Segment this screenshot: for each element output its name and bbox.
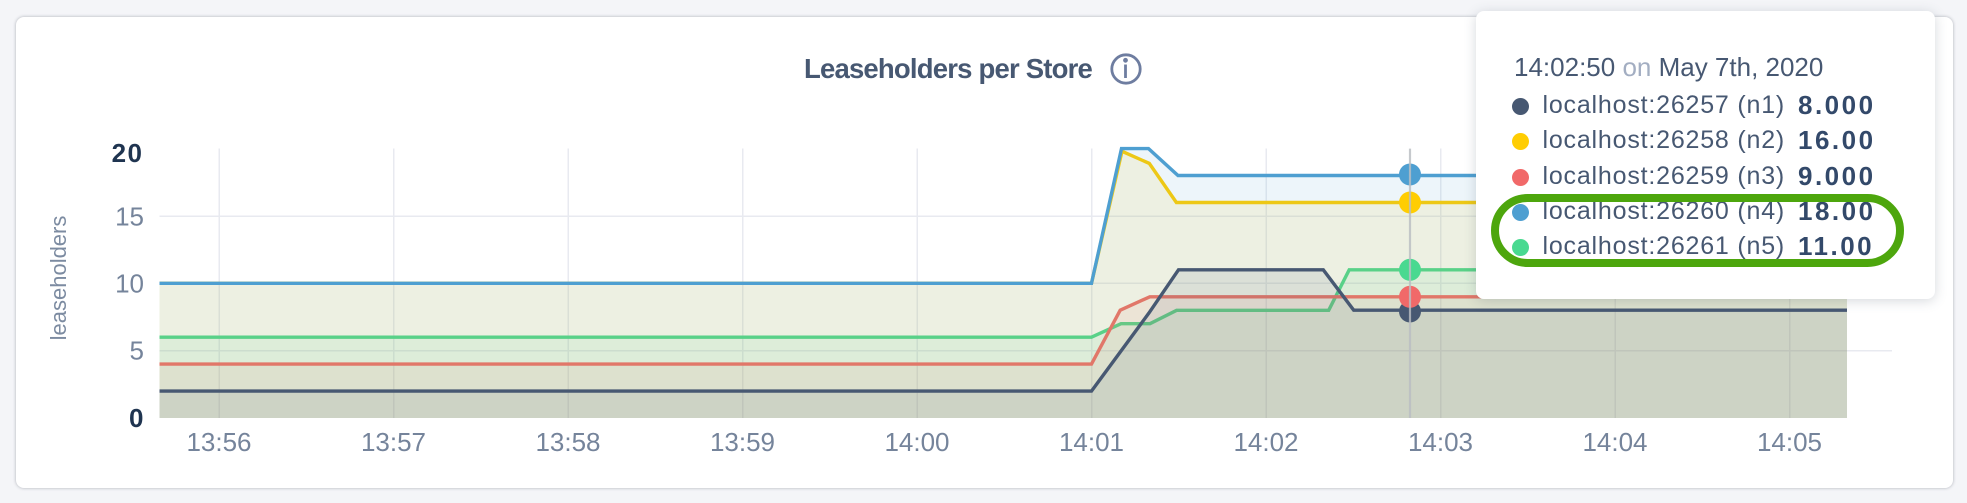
svg-text:0: 0 xyxy=(129,403,143,433)
svg-text:14:03: 14:03 xyxy=(1408,427,1473,457)
svg-text:13:58: 13:58 xyxy=(535,427,600,457)
svg-text:15: 15 xyxy=(115,202,144,232)
svg-text:13:59: 13:59 xyxy=(710,427,775,457)
svg-text:10: 10 xyxy=(115,269,144,299)
svg-text:Leaseholders per Store: Leaseholders per Store xyxy=(804,53,1093,84)
svg-text:14:01: 14:01 xyxy=(1059,427,1124,457)
svg-text:14:00: 14:00 xyxy=(884,427,949,457)
svg-text:14:02: 14:02 xyxy=(1233,427,1298,457)
svg-text:13:56: 13:56 xyxy=(186,427,251,457)
svg-text:14:05: 14:05 xyxy=(1757,427,1822,457)
svg-text:leaseholders: leaseholders xyxy=(46,216,71,341)
svg-text:5: 5 xyxy=(130,336,144,366)
svg-text:13:57: 13:57 xyxy=(361,427,426,457)
svg-text:20: 20 xyxy=(112,138,144,168)
svg-text:14:04: 14:04 xyxy=(1582,427,1647,457)
